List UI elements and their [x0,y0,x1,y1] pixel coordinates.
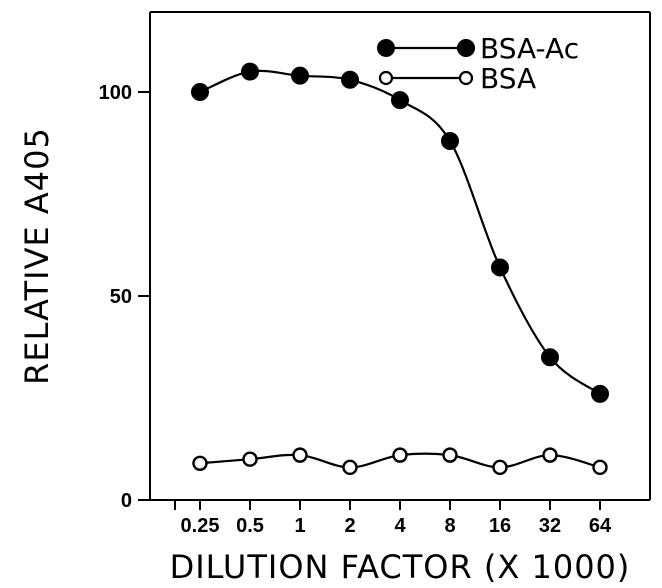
point-bsa-ac-6 [491,258,509,277]
x-tick-label-1: 0.5 [236,515,264,537]
x-ticks: 0.25 0.5 1 2 4 8 16 32 64 [174,500,612,537]
y-tick-label-50: 50 [110,286,132,308]
legend-marker-bsa-left [378,70,394,86]
point-bsa-8 [592,459,608,476]
point-bsa-ac-7 [541,348,559,367]
x-tick-label-4: 4 [394,515,406,537]
x-tick-label-6: 16 [489,515,511,537]
point-bsa-6 [492,459,508,476]
legend-label-bsa: BSA [480,62,536,95]
point-bsa-ac-3 [341,70,359,89]
y-tick-label-100: 100 [99,82,132,104]
point-bsa-ac-2 [291,66,309,85]
point-bsa-ac-4 [391,91,409,110]
legend-label-bsa-ac: BSA-Ac [480,32,579,65]
point-bsa-ac-0 [191,83,209,101]
x-axis-title: DILUTION FACTOR (X 1000) [170,548,631,586]
point-bsa-5 [442,447,458,463]
x-tick-label-5: 8 [444,515,455,537]
x-tick-label-3: 2 [344,515,355,537]
y-tick-label-0: 0 [121,490,132,512]
x-tick-label-0: 0.25 [181,515,220,537]
point-bsa-7 [542,447,558,463]
x-tick-label-2: 1 [294,515,305,537]
point-bsa-ac-5 [441,131,459,150]
point-bsa-ac-8 [591,384,609,403]
point-bsa-0 [192,455,208,471]
series-line-bsa-ac [199,69,601,395]
x-tick-label-8: 64 [589,515,612,537]
point-bsa-ac-1 [241,62,259,81]
point-bsa-1 [242,451,258,467]
x-tick-label-7: 32 [539,515,561,537]
legend-marker-bsa-ac-right [457,39,475,57]
y-axis-title: RELATIVE A405 [18,127,56,385]
point-bsa-2 [292,447,308,463]
point-bsa-4 [392,447,408,463]
y-ticks: 0 50 100 [99,82,150,512]
series-layer [191,62,609,476]
legend: BSA-Ac BSA [377,32,579,95]
legend-marker-bsa-right [458,70,474,86]
point-bsa-3 [342,459,358,476]
legend-marker-bsa-ac-left [377,39,395,57]
